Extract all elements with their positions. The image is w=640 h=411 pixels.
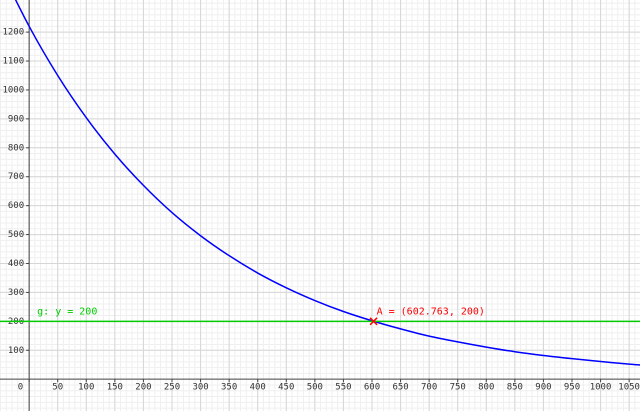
x-tick-label: 750 (450, 383, 466, 393)
x-tick-label: 300 (192, 383, 208, 393)
x-tick-label: 200 (135, 383, 151, 393)
marks: g: y = 200 A = (602.763, 200) (0, 0, 640, 366)
x-tick-label: 150 (107, 383, 123, 393)
x-tick-label: 800 (478, 383, 494, 393)
y-tick-label: 800 (8, 143, 24, 153)
x-tick-label: 250 (164, 383, 180, 393)
x-tick-label: 100 (78, 383, 94, 393)
x-tick-label: 500 (307, 383, 323, 393)
point-cross (369, 317, 378, 326)
line-label: g: y = 200 (37, 306, 97, 317)
x-tick-label: 950 (564, 383, 580, 393)
x-tick-label: 850 (507, 383, 523, 393)
y-tick-label: 1000 (2, 85, 24, 95)
y-tick-label: 600 (8, 201, 24, 211)
function-curve (14, 0, 640, 366)
x-tick-label: 650 (392, 383, 408, 393)
x-tick-label: 700 (421, 383, 437, 393)
y-tick-label: 100 (8, 346, 24, 356)
x-tick-label: 450 (278, 383, 294, 393)
y-tick-label: 900 (8, 114, 24, 124)
x-tick-label: 50 (52, 383, 63, 393)
y-tick-label: 400 (8, 259, 24, 269)
x-tick-label: 0 (18, 383, 23, 393)
y-tick-label: 1200 (2, 28, 24, 38)
x-tick-label: 350 (221, 383, 237, 393)
x-tick-label: 550 (335, 383, 351, 393)
x-tick-label: 600 (364, 383, 380, 393)
x-tick-label: 900 (535, 383, 551, 393)
x-tick-label: 1000 (590, 383, 612, 393)
point-label: A = (602.763, 200) (377, 306, 485, 317)
y-tick-label: 700 (8, 172, 24, 182)
y-tick-label: 1100 (2, 57, 24, 67)
y-tick-label: 500 (8, 230, 24, 240)
x-tick-label: 1050 (618, 383, 640, 393)
x-tick-label: 400 (250, 383, 266, 393)
point (369, 317, 378, 326)
y-tick-label: 300 (8, 288, 24, 298)
